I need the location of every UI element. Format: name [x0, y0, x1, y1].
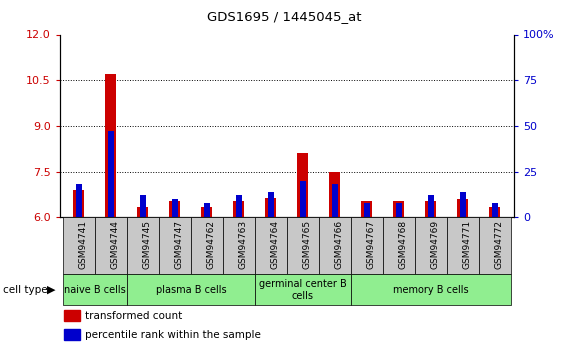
Text: percentile rank within the sample: percentile rank within the sample: [85, 330, 261, 340]
FancyBboxPatch shape: [127, 217, 159, 274]
FancyBboxPatch shape: [191, 217, 223, 274]
FancyBboxPatch shape: [95, 217, 127, 274]
Bar: [364, 203, 370, 217]
Text: GSM94772: GSM94772: [495, 220, 504, 269]
Text: germinal center B
cells: germinal center B cells: [259, 279, 346, 300]
FancyBboxPatch shape: [319, 217, 351, 274]
FancyBboxPatch shape: [351, 217, 383, 274]
Bar: [492, 203, 498, 217]
FancyBboxPatch shape: [255, 217, 287, 274]
Text: GSM94768: GSM94768: [399, 220, 408, 269]
Bar: [268, 192, 274, 217]
Bar: [233, 200, 244, 217]
Bar: [64, 310, 80, 321]
Bar: [108, 131, 114, 217]
FancyBboxPatch shape: [287, 217, 319, 274]
Text: GSM94741: GSM94741: [79, 220, 88, 269]
FancyBboxPatch shape: [351, 274, 511, 305]
Bar: [236, 195, 242, 217]
Bar: [489, 207, 500, 217]
Bar: [137, 207, 148, 217]
Bar: [140, 195, 146, 217]
Bar: [105, 74, 116, 217]
Bar: [265, 198, 277, 217]
Text: GSM94769: GSM94769: [431, 220, 440, 269]
Bar: [169, 200, 181, 217]
Text: GSM94744: GSM94744: [111, 220, 120, 269]
Bar: [329, 171, 340, 217]
Bar: [64, 329, 80, 340]
Text: cell type: cell type: [3, 285, 48, 295]
Bar: [300, 181, 306, 217]
Bar: [396, 203, 402, 217]
Bar: [76, 185, 82, 217]
Text: memory B cells: memory B cells: [393, 285, 469, 295]
Bar: [201, 207, 212, 217]
Bar: [460, 192, 466, 217]
Bar: [428, 195, 434, 217]
FancyBboxPatch shape: [447, 217, 479, 274]
FancyBboxPatch shape: [127, 274, 255, 305]
FancyBboxPatch shape: [159, 217, 191, 274]
Text: GSM94771: GSM94771: [463, 220, 472, 269]
Text: GSM94765: GSM94765: [303, 220, 312, 269]
Text: GSM94766: GSM94766: [335, 220, 344, 269]
Text: GSM94764: GSM94764: [271, 220, 280, 269]
Bar: [332, 185, 338, 217]
Bar: [457, 199, 469, 217]
Text: GSM94767: GSM94767: [367, 220, 376, 269]
Text: GSM94763: GSM94763: [239, 220, 248, 269]
Bar: [73, 190, 85, 217]
FancyBboxPatch shape: [479, 217, 511, 274]
Text: GDS1695 / 1445045_at: GDS1695 / 1445045_at: [207, 10, 361, 23]
Text: GSM94747: GSM94747: [175, 220, 184, 269]
FancyBboxPatch shape: [63, 274, 127, 305]
FancyBboxPatch shape: [415, 217, 447, 274]
Bar: [297, 153, 308, 217]
FancyBboxPatch shape: [255, 274, 351, 305]
FancyBboxPatch shape: [223, 217, 255, 274]
Bar: [172, 199, 178, 217]
Text: naive B cells: naive B cells: [64, 285, 126, 295]
Text: ▶: ▶: [47, 285, 55, 295]
Text: GSM94745: GSM94745: [143, 220, 152, 269]
Bar: [204, 203, 210, 217]
Text: transformed count: transformed count: [85, 311, 182, 321]
Bar: [393, 200, 404, 217]
Text: plasma B cells: plasma B cells: [156, 285, 226, 295]
Text: GSM94762: GSM94762: [207, 220, 216, 269]
FancyBboxPatch shape: [63, 217, 95, 274]
Bar: [425, 200, 436, 217]
FancyBboxPatch shape: [383, 217, 415, 274]
Bar: [361, 200, 373, 217]
